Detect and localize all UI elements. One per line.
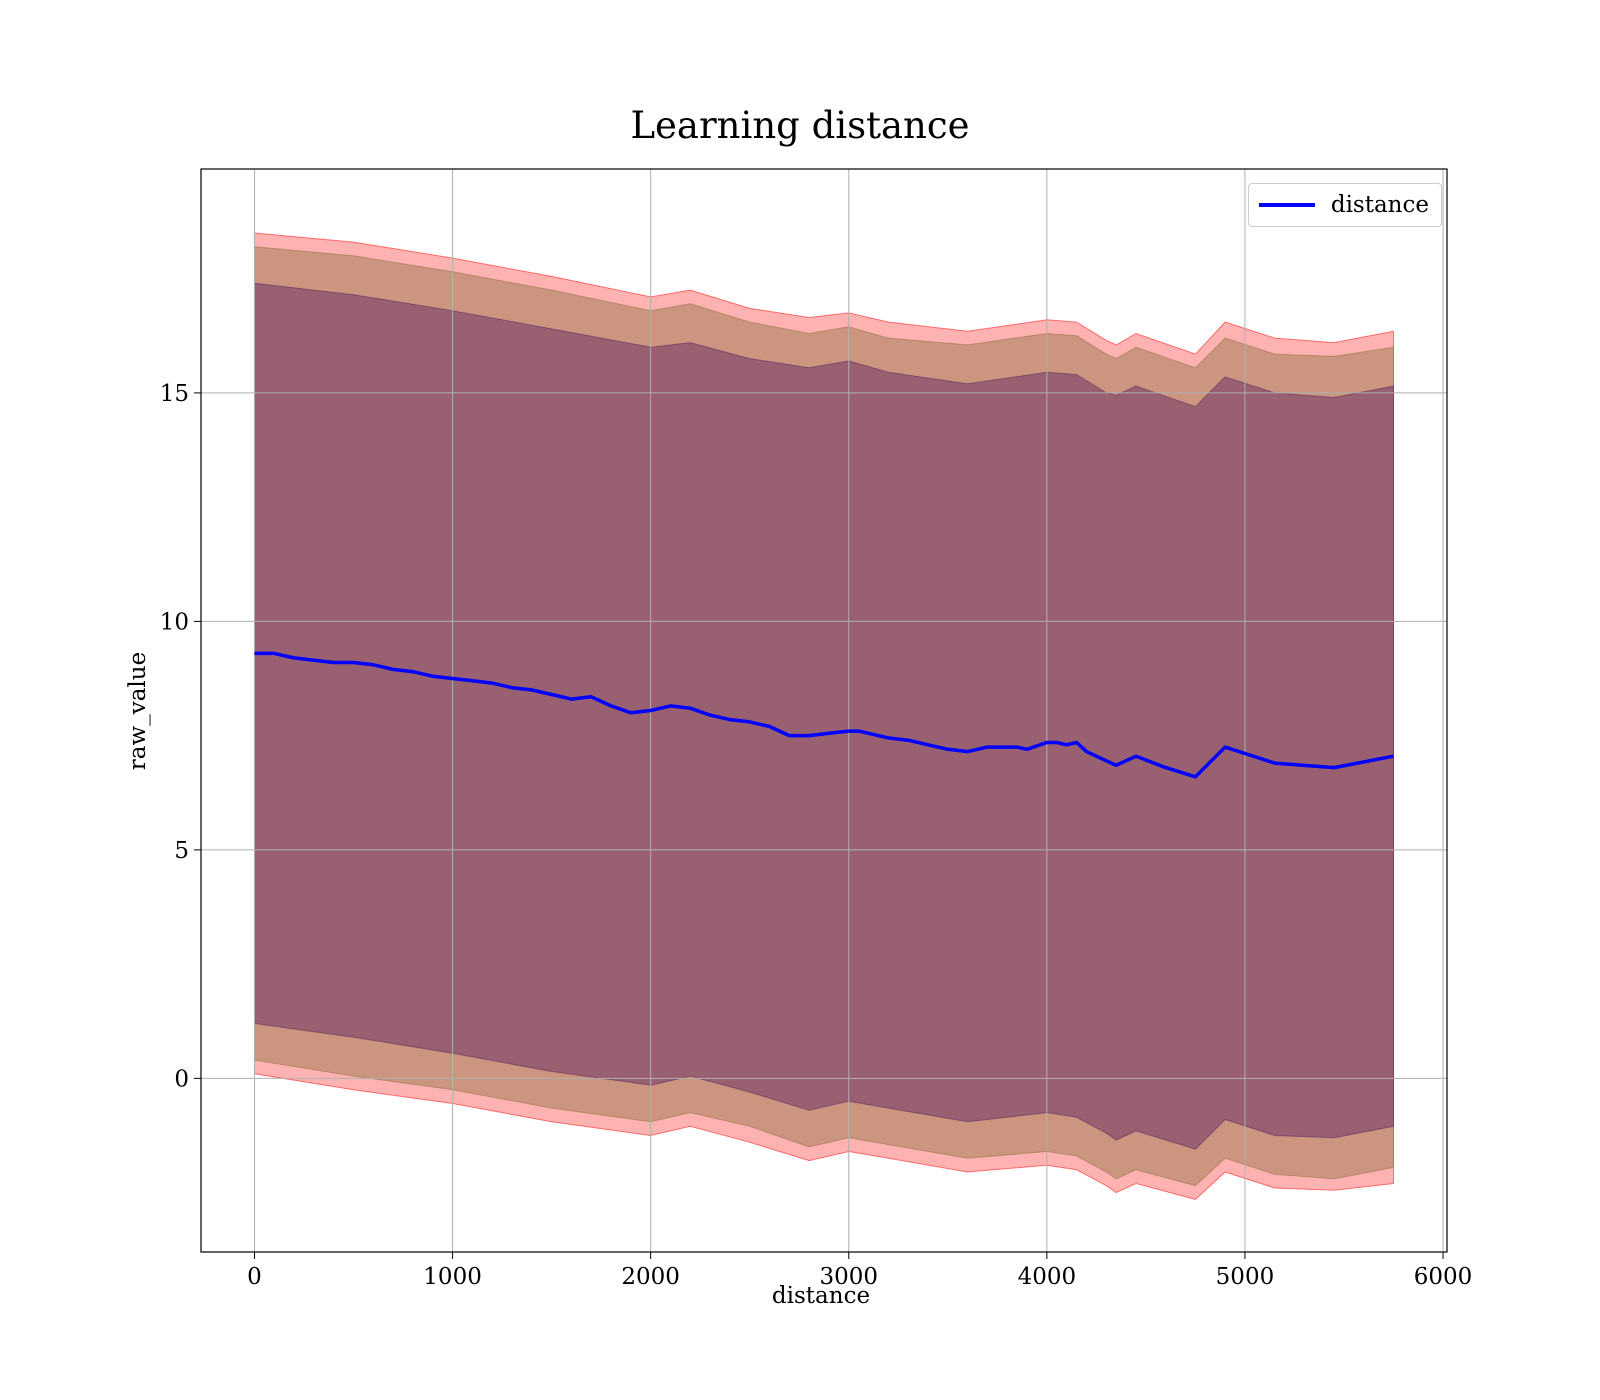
x-tick-label: 0 xyxy=(247,1264,262,1290)
legend-swatch xyxy=(1258,203,1315,207)
x-tick-label: 6000 xyxy=(1414,1264,1473,1290)
y-axis-label: raw_value xyxy=(125,651,151,771)
y-tick-label: 15 xyxy=(160,381,189,407)
x-tick-label: 5000 xyxy=(1216,1264,1275,1290)
x-tick-label: 1000 xyxy=(423,1264,482,1290)
band-middle xyxy=(254,246,1394,1187)
x-tick-label: 2000 xyxy=(621,1264,680,1290)
x-axis-label: distance xyxy=(771,1283,871,1309)
band-outer xyxy=(254,232,1394,1200)
series-line xyxy=(254,651,1394,779)
x-tick-label: 4000 xyxy=(1018,1264,1077,1290)
plot-frame xyxy=(200,168,1448,1253)
y-tick-label: 0 xyxy=(174,1066,189,1092)
legend-label: distance xyxy=(1330,192,1429,218)
x-tick-label: 3000 xyxy=(819,1264,878,1290)
legend: distance xyxy=(1247,183,1442,227)
band-inner xyxy=(254,282,1394,1150)
y-tick-label: 10 xyxy=(160,609,189,635)
y-tick-label: 5 xyxy=(174,838,189,864)
chart-title: Learning distance xyxy=(630,104,970,147)
